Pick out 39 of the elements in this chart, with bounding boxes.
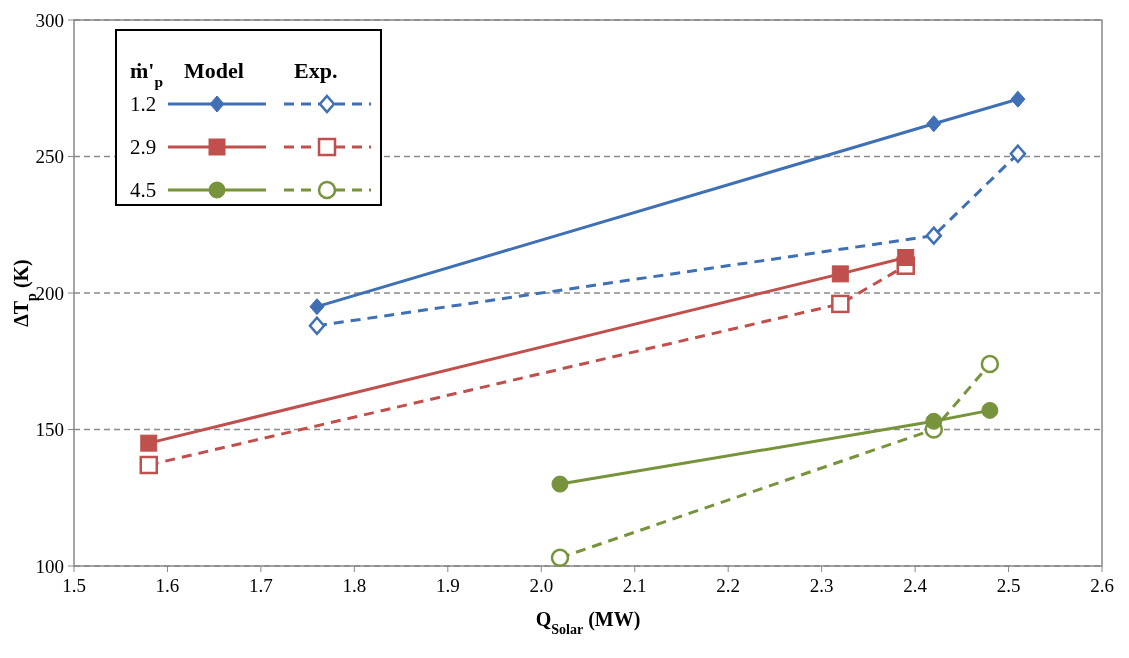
x-tick-label: 1.8 <box>342 575 367 596</box>
x-tick-label: 2.3 <box>809 575 834 596</box>
point <box>1009 144 1027 164</box>
annotation: Model <box>184 58 244 83</box>
y-tick-label: 250 <box>35 146 64 168</box>
x-tick-label: 1.5 <box>62 575 86 596</box>
annotation: Exp. <box>294 58 338 83</box>
legend-label: 2.9 <box>130 135 157 160</box>
point <box>309 298 325 316</box>
legend-label: 1.2 <box>130 92 157 117</box>
point <box>925 226 943 245</box>
legend-label: 4.5 <box>130 178 157 203</box>
x-axis-title: Q$_{Solar}$ (MW) <box>535 608 641 637</box>
point <box>981 401 999 419</box>
x-tick-label: 1.7 <box>249 575 273 596</box>
x-tick-label: 2.6 <box>1090 575 1114 596</box>
point <box>980 354 1000 374</box>
point <box>926 115 942 133</box>
point <box>139 455 159 475</box>
x-tick-label: 2.1 <box>622 575 647 596</box>
point <box>925 412 943 430</box>
point <box>831 294 850 314</box>
x-tick-label: 2.2 <box>716 575 741 596</box>
x-tick-label: 2.5 <box>996 575 1021 596</box>
x-tick-label: 1.6 <box>155 575 180 596</box>
x-tick-label: 1.9 <box>435 575 460 596</box>
point <box>831 265 849 283</box>
y-tick-label: 100 <box>35 555 64 577</box>
point <box>140 434 158 452</box>
x-tick-label: 2.0 <box>529 575 554 596</box>
y-tick-label: 150 <box>35 419 64 441</box>
point <box>550 548 570 568</box>
x-tick-label: 2.4 <box>903 575 928 596</box>
point <box>308 316 326 336</box>
point <box>551 475 569 493</box>
point <box>897 249 915 267</box>
y-tick-label: 300 <box>35 9 64 31</box>
legend-title: ṁ'$_{p}$ <box>130 58 164 90</box>
point <box>1010 90 1026 108</box>
